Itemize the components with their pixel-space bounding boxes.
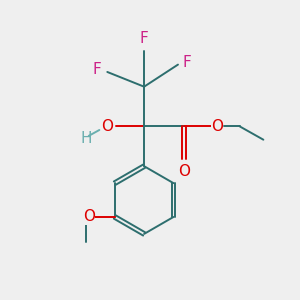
Text: H: H [81, 131, 92, 146]
Text: O: O [178, 164, 190, 179]
Text: F: F [183, 55, 192, 70]
Text: F: F [93, 62, 101, 77]
Text: O: O [83, 209, 95, 224]
Text: O: O [211, 119, 223, 134]
Text: F: F [140, 32, 148, 46]
Text: O: O [101, 119, 113, 134]
